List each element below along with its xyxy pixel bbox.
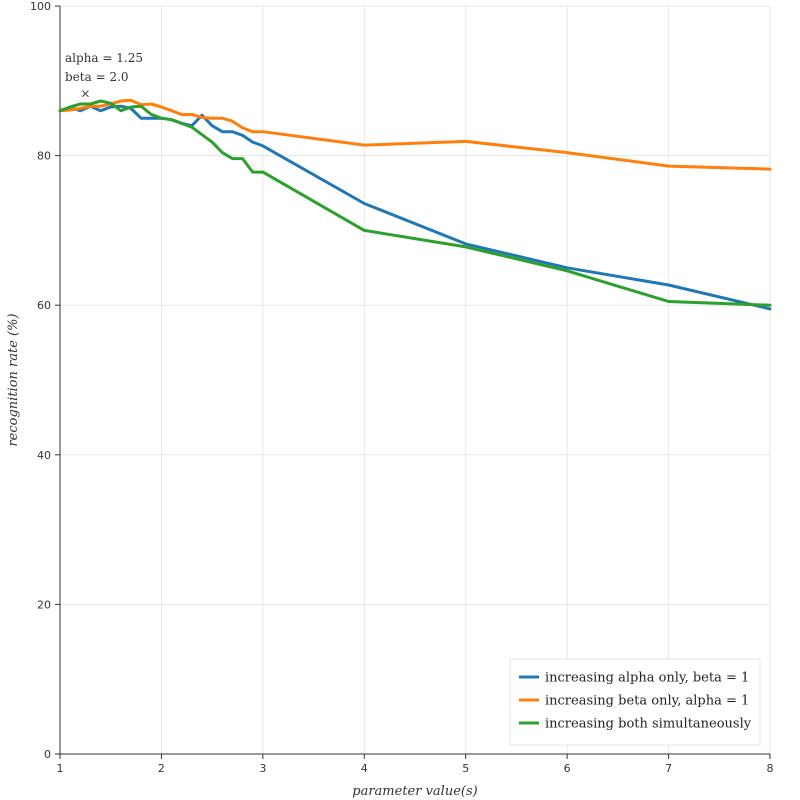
legend-label-1: increasing beta only, alpha = 1 [545, 694, 749, 709]
legend-label-0: increasing alpha only, beta = 1 [545, 671, 749, 686]
annotation-text: beta = 2.0 [65, 70, 129, 84]
x-tick-label: 6 [564, 762, 571, 775]
series-line-1 [58, 98, 772, 171]
y-tick-label: 40 [37, 449, 51, 462]
grid [59, 5, 771, 755]
y-tick-label: 80 [37, 150, 51, 163]
series-line-0 [58, 104, 772, 311]
y-tick-label: 20 [37, 598, 51, 611]
x-tick-label: 7 [665, 762, 672, 775]
x-axis-title: parameter value(s) [352, 784, 477, 799]
x-tick-label: 8 [767, 762, 774, 775]
y-tick-label: 60 [37, 299, 51, 312]
series-line-2 [58, 99, 772, 307]
series-lines [58, 98, 772, 311]
axes [59, 6, 770, 755]
legend: increasing alpha only, beta = 1 increasin… [509, 658, 761, 746]
x-tick-label: 4 [361, 762, 368, 775]
y-axis-title: recognition rate (%) [6, 313, 21, 446]
x-tick-label: 3 [259, 762, 266, 775]
x-tick-label: 1 [57, 762, 64, 775]
y-tick-label: 100 [30, 0, 51, 13]
annotation-marker: × [80, 87, 90, 101]
y-tick-label: 0 [44, 748, 51, 761]
legend-box [509, 658, 761, 746]
x-tick-label: 2 [158, 762, 165, 775]
annotation-text: alpha = 1.25 [65, 51, 143, 65]
x-tick-label: 5 [462, 762, 469, 775]
annotation: × alpha = 1.25 beta = 2.0 [65, 51, 143, 101]
x-ticks: 1 2 3 4 5 6 7 8 [57, 754, 774, 775]
y-ticks: 0 20 40 60 80 100 [30, 0, 60, 761]
legend-label-2: increasing both simultaneously [545, 717, 752, 732]
